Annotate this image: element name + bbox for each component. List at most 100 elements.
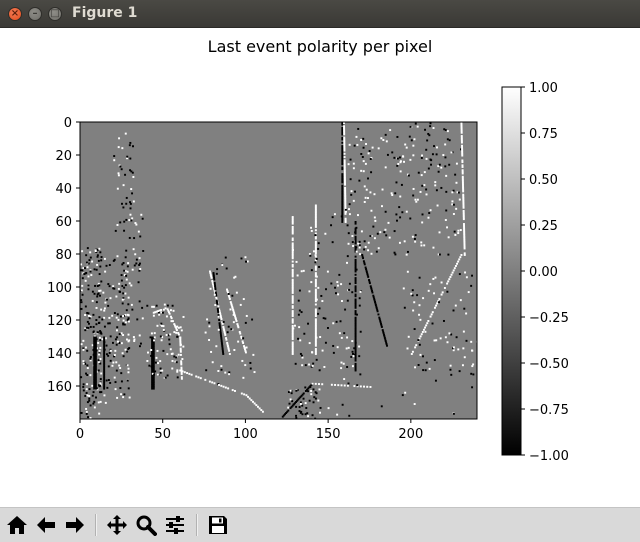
event-pixel bbox=[103, 338, 106, 341]
event-pixel bbox=[98, 352, 101, 355]
event-pixel bbox=[451, 191, 454, 194]
colorbar-axis: 1.000.750.500.250.00−0.25−0.50−0.75−1.00 bbox=[521, 81, 569, 464]
event-pixel bbox=[371, 146, 374, 149]
close-window-button[interactable]: × bbox=[8, 7, 22, 21]
event-pixel bbox=[84, 346, 87, 349]
configure-subplots-button[interactable] bbox=[162, 512, 188, 538]
maximize-window-button[interactable]: □ bbox=[48, 7, 62, 21]
event-pixel bbox=[103, 387, 106, 390]
event-pixel bbox=[312, 401, 315, 404]
event-pixel bbox=[160, 324, 163, 327]
event-pixel bbox=[99, 346, 102, 349]
event-pixel bbox=[98, 336, 101, 339]
event-pixel bbox=[80, 343, 83, 346]
event-pixel bbox=[354, 357, 357, 360]
back-button[interactable] bbox=[33, 512, 59, 538]
event-pixel bbox=[93, 343, 97, 346]
event-pixel bbox=[160, 339, 163, 342]
event-pixel bbox=[188, 372, 191, 375]
event-pixel bbox=[87, 326, 90, 329]
event-pixel bbox=[422, 369, 425, 372]
event-pixel bbox=[465, 276, 468, 279]
forward-button[interactable] bbox=[62, 512, 88, 538]
plot-area[interactable] bbox=[79, 121, 478, 420]
event-pixel bbox=[462, 201, 465, 204]
event-pixel bbox=[244, 351, 247, 354]
event-pixel bbox=[129, 202, 132, 205]
event-pixel bbox=[92, 313, 95, 316]
event-pixel bbox=[373, 297, 376, 300]
event-pixel bbox=[405, 253, 408, 256]
event-pixel bbox=[405, 146, 408, 149]
event-pixel bbox=[343, 138, 346, 141]
event-pixel bbox=[462, 218, 465, 221]
zoom-button[interactable] bbox=[133, 512, 159, 538]
event-pixel bbox=[427, 320, 430, 322]
home-button[interactable] bbox=[4, 512, 30, 538]
event-pixel bbox=[234, 316, 237, 319]
event-pixel bbox=[312, 388, 315, 391]
event-pixel bbox=[152, 305, 155, 308]
event-pixel bbox=[354, 273, 357, 276]
event-pixel bbox=[336, 281, 339, 284]
event-pixel bbox=[99, 294, 101, 297]
event-pixel bbox=[159, 360, 162, 363]
event-pixel bbox=[166, 353, 169, 356]
event-pixel bbox=[340, 367, 343, 370]
event-pixel bbox=[460, 128, 463, 131]
event-pixel bbox=[314, 235, 317, 238]
event-pixel bbox=[388, 236, 391, 239]
event-pixel bbox=[231, 328, 234, 331]
event-pixel bbox=[343, 169, 346, 172]
event-pixel bbox=[127, 347, 130, 350]
event-pixel bbox=[354, 356, 357, 359]
event-pixel bbox=[102, 291, 105, 294]
event-pixel bbox=[126, 157, 129, 160]
event-pixel bbox=[416, 125, 419, 128]
event-pixel bbox=[240, 335, 243, 338]
event-pixel bbox=[223, 330, 226, 333]
save-button[interactable] bbox=[205, 512, 231, 538]
event-pixel bbox=[124, 132, 127, 135]
event-pixel bbox=[318, 369, 321, 372]
event-pixel bbox=[314, 247, 317, 250]
event-pixel bbox=[128, 144, 131, 147]
event-pixel bbox=[89, 374, 92, 377]
event-pixel bbox=[470, 349, 473, 352]
event-pixel bbox=[176, 369, 179, 372]
event-pixel bbox=[463, 226, 466, 229]
event-pixel bbox=[461, 172, 464, 175]
event-pixel bbox=[86, 367, 89, 370]
event-pixel bbox=[354, 232, 357, 235]
event-pixel bbox=[340, 384, 343, 387]
event-pixel bbox=[233, 312, 236, 315]
event-pixel bbox=[93, 400, 96, 403]
event-pixel bbox=[341, 161, 344, 164]
event-pixel bbox=[348, 282, 351, 285]
event-pixel bbox=[356, 384, 359, 387]
x-tick-label: 200 bbox=[398, 427, 423, 442]
event-pixel bbox=[445, 209, 448, 212]
event-pixel bbox=[463, 234, 466, 237]
event-pixel bbox=[419, 353, 422, 356]
event-pixel bbox=[233, 349, 236, 351]
event-pixel bbox=[246, 260, 249, 263]
pan-button[interactable] bbox=[104, 512, 130, 538]
event-pixel bbox=[359, 253, 362, 256]
event-pixel bbox=[180, 371, 183, 374]
figure-canvas[interactable]: Last event polarity per pixel 0 50 100 150 2… bbox=[0, 28, 640, 507]
event-pixel bbox=[347, 163, 350, 166]
event-pixel bbox=[314, 321, 317, 324]
minimize-window-button[interactable]: – bbox=[28, 7, 42, 21]
event-pixel bbox=[128, 396, 131, 399]
event-pixel bbox=[224, 386, 227, 389]
event-pixel bbox=[429, 315, 432, 318]
event-pixel bbox=[209, 270, 211, 273]
event-pixel bbox=[314, 234, 317, 237]
event-pixel bbox=[307, 415, 310, 418]
event-pixel bbox=[243, 348, 246, 351]
event-pixel bbox=[122, 206, 125, 209]
event-pixel bbox=[462, 190, 465, 193]
event-pixel bbox=[96, 331, 99, 334]
event-pixel bbox=[291, 254, 294, 256]
